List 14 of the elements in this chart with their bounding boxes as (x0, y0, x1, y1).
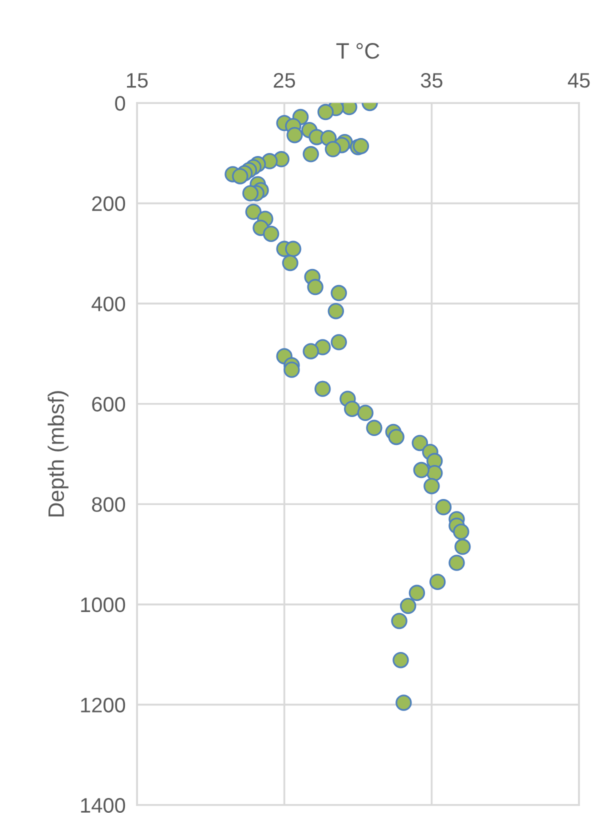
y-tick-label: 1200 (81, 698, 126, 712)
x-tick-label: 15 (127, 73, 148, 88)
y-tick-label: 0 (115, 96, 126, 111)
y-tick-label: 1400 (81, 798, 126, 813)
x-axis-title: T °C (336, 43, 380, 59)
x-tick-label: 45 (568, 73, 590, 88)
x-tick-label: 35 (420, 73, 442, 88)
y-tick-label: 400 (92, 296, 126, 312)
y-tick-label: 1000 (81, 597, 126, 612)
y-tick-label: 200 (92, 196, 126, 212)
y-tick-label: 800 (92, 497, 126, 512)
x-tick-label: 25 (274, 73, 296, 88)
y-tick-label: 600 (92, 396, 126, 412)
y-axis-title: Depth (mbsf) (48, 391, 68, 516)
